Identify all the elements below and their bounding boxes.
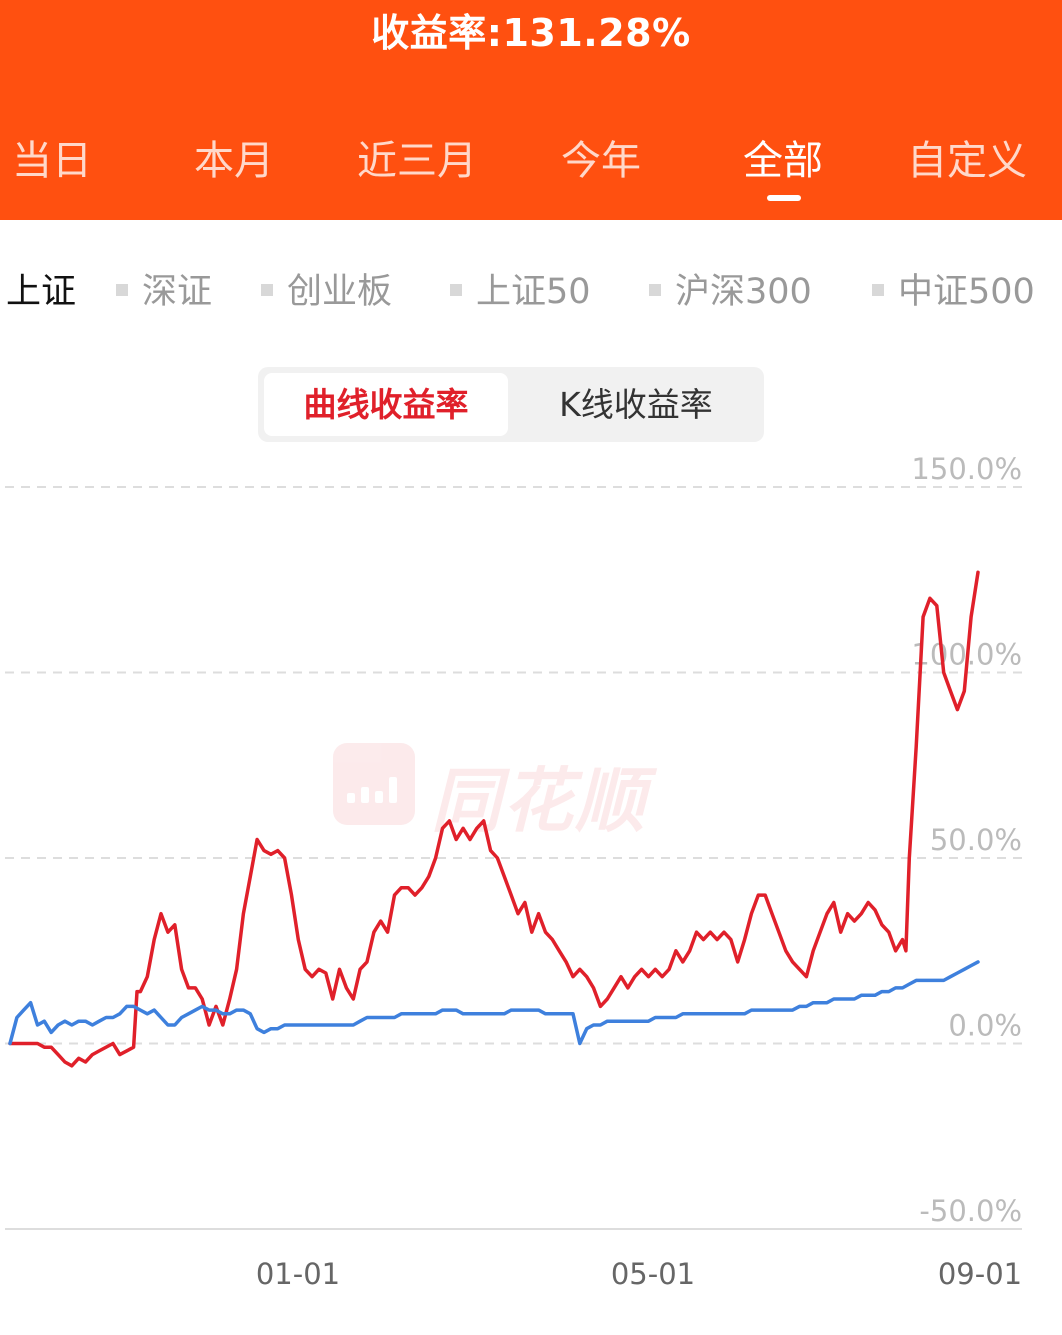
tab-this-year[interactable]: 今年: [561, 138, 641, 184]
legend-square-icon: [116, 284, 128, 296]
tab-today[interactable]: 当日: [12, 138, 92, 184]
x-tick-label: 09-01: [938, 1257, 1022, 1291]
yield-line-chart: 150.0%100.0%50.0%0.0%-50.0%01-01 05-01 09-…: [5, 452, 1022, 1291]
watermark: 同花顺: [333, 743, 693, 842]
legend-square-icon: [649, 284, 661, 296]
yield-title: 收益率:131.28%: [371, 11, 691, 55]
index-option-csi300[interactable]: 沪深300: [649, 263, 812, 314]
index-option-chinext[interactable]: 创业板: [261, 263, 392, 314]
tab-last-three-months[interactable]: 近三月: [357, 138, 477, 184]
chart-mode-toggle: 曲线收益率 K线收益率: [258, 367, 764, 442]
legend-square-icon: [261, 284, 273, 296]
index-yield-line: [8, 960, 980, 1046]
tab-this-month[interactable]: 本月: [194, 138, 274, 184]
index-option-label: 上证50: [476, 272, 591, 312]
kline-yield-option[interactable]: K线收益率: [559, 385, 713, 424]
y-tick-label: -50.0%: [919, 1194, 1022, 1228]
y-tick-label: 50.0%: [930, 823, 1022, 857]
index-option-sz[interactable]: 深证: [116, 263, 212, 314]
index-option-sse50[interactable]: 上证50: [450, 263, 591, 314]
index-option-csi500[interactable]: 中证500: [872, 263, 1035, 314]
brand-logo-icon: [333, 743, 415, 825]
legend-square-icon: [450, 284, 462, 296]
index-option-label: 上证: [6, 272, 77, 312]
x-tick-label: 01-01: [256, 1257, 340, 1291]
tab-custom[interactable]: 自定义: [907, 138, 1027, 184]
index-option-label: 创业板: [287, 272, 393, 312]
legend-square-icon: [872, 284, 884, 296]
index-option-label: 沪深300: [675, 272, 812, 312]
active-tab-indicator: [767, 195, 801, 201]
watermark-text: 同花顺: [431, 760, 647, 842]
index-option-label: 中证500: [898, 272, 1035, 312]
y-tick-label: 150.0%: [911, 452, 1022, 486]
y-tick-label: 0.0%: [948, 1009, 1022, 1043]
curve-yield-option[interactable]: 曲线收益率: [264, 373, 508, 436]
tab-all[interactable]: 全部: [743, 138, 823, 184]
index-option-sh[interactable]: 上证: [6, 263, 76, 314]
header-bar: 收益率:131.28% 当日 本月 近三月 今年 全部 自定义: [0, 0, 1062, 220]
portfolio-yield-line: [8, 570, 980, 1068]
x-tick-label: 05-01: [611, 1257, 695, 1291]
index-option-label: 深证: [142, 272, 213, 312]
